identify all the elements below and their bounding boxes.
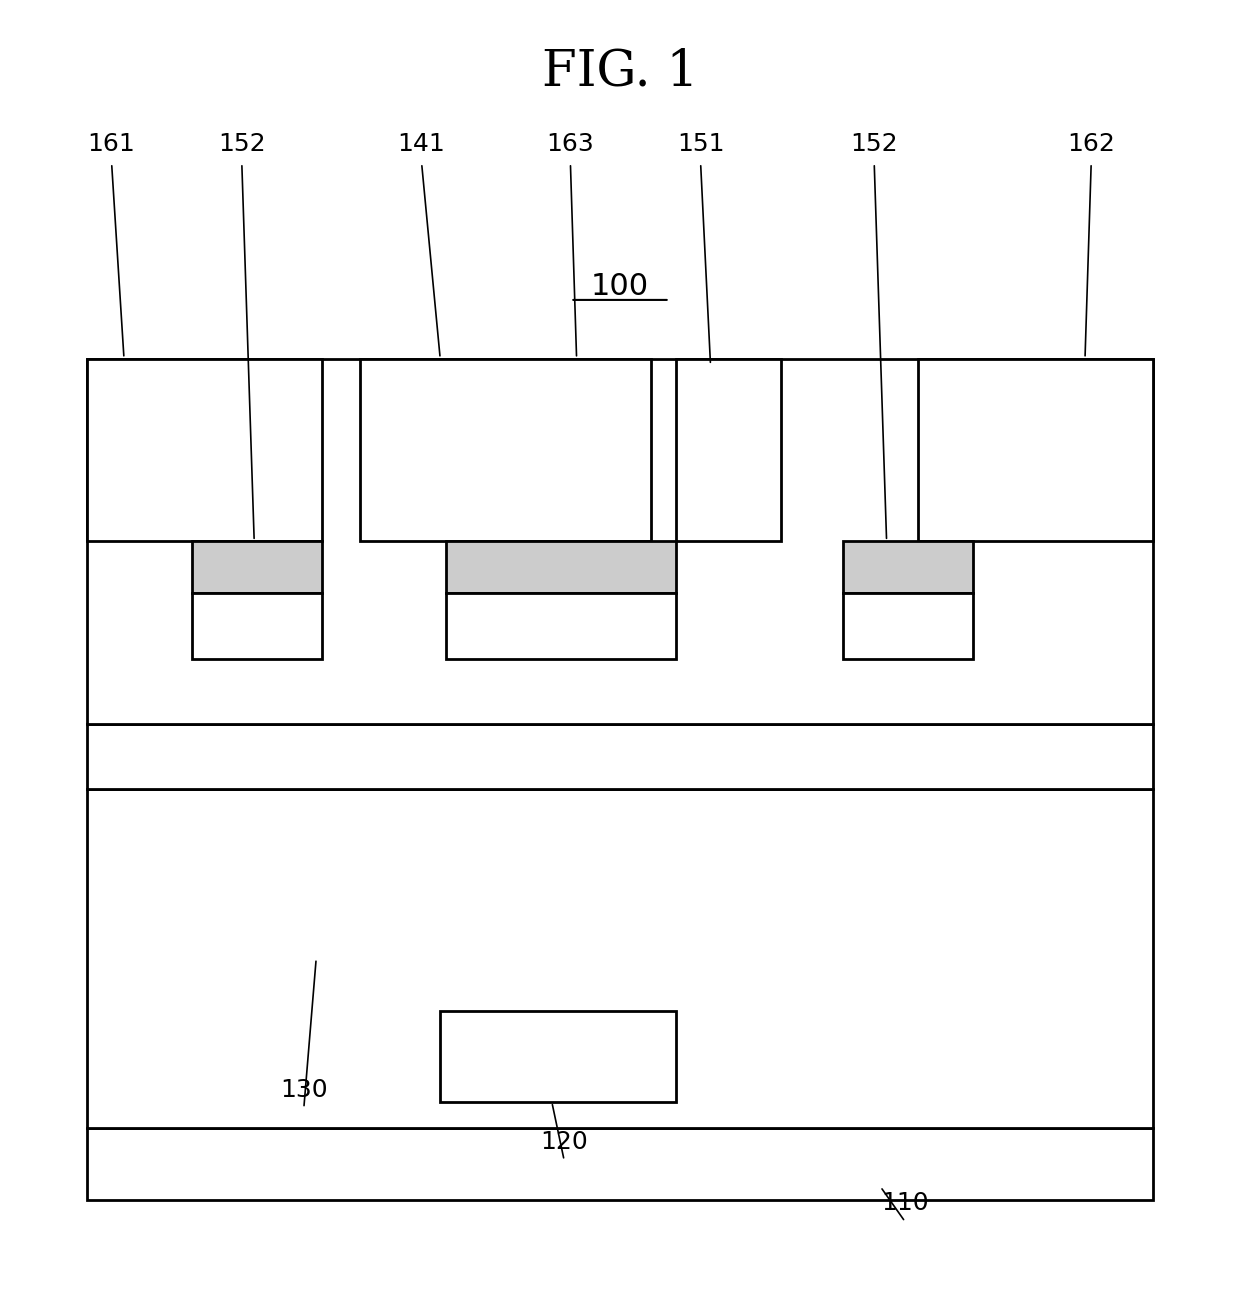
Bar	[192, 593, 322, 659]
Text: FIG. 1: FIG. 1	[542, 47, 698, 96]
Bar	[87, 359, 322, 541]
Bar	[446, 541, 676, 593]
Text: 152: 152	[851, 133, 898, 156]
Bar	[87, 359, 1153, 724]
Bar	[440, 1011, 676, 1102]
Text: 152: 152	[218, 133, 265, 156]
Bar	[676, 359, 781, 541]
Bar	[918, 359, 1153, 541]
Text: 141: 141	[398, 133, 445, 156]
Bar	[192, 541, 322, 593]
Text: 120: 120	[541, 1131, 588, 1154]
Text: 162: 162	[1068, 133, 1115, 156]
Text: 163: 163	[547, 133, 594, 156]
Bar	[843, 593, 973, 659]
Text: 110: 110	[882, 1192, 929, 1215]
Bar	[446, 593, 676, 659]
Text: 161: 161	[88, 133, 135, 156]
Text: 130: 130	[280, 1078, 327, 1102]
Bar	[360, 359, 651, 541]
Text: 100: 100	[591, 273, 649, 301]
Bar	[87, 724, 1153, 789]
Bar	[843, 541, 973, 593]
Text: 151: 151	[677, 133, 724, 156]
Bar	[87, 1128, 1153, 1200]
Bar	[87, 789, 1153, 1128]
